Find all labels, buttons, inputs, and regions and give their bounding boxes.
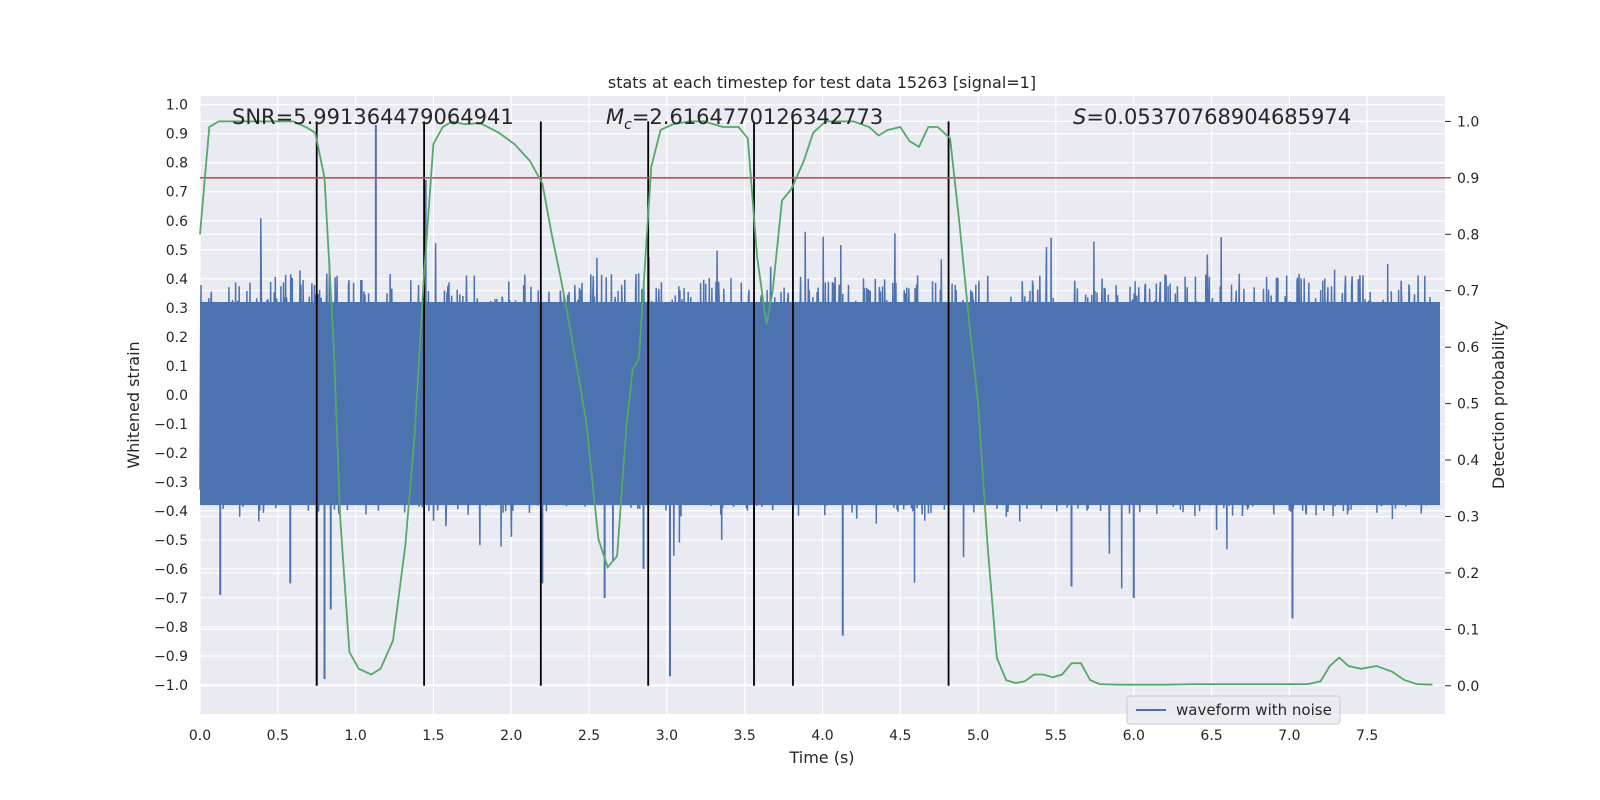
y2-tick-label-8: 0.8 (1457, 227, 1479, 243)
x-tick-label-3: 1.5 (422, 728, 444, 744)
y2-tick-label-5: 0.5 (1457, 397, 1479, 413)
y-tick-label-5: −0.5 (154, 533, 188, 549)
y-tick-label-7: −0.3 (154, 475, 188, 491)
y-tick-label-9: −0.1 (154, 417, 188, 433)
y2-axis-label: Detection probability (1489, 321, 1508, 489)
x-tick-label-0: 0.0 (189, 728, 211, 744)
s-annotation: S=0.05370768904685974 (1073, 105, 1351, 129)
x-tick-label-2: 1.0 (344, 728, 366, 744)
y-tick-label-13: 0.3 (166, 301, 188, 317)
y2-tick-label-9: 0.9 (1457, 171, 1479, 187)
waveform-series (199, 125, 1440, 685)
y-tick-label-10: 0.0 (166, 388, 188, 404)
legend-label: waveform with noise (1176, 701, 1332, 719)
y2-tick-label-4: 0.4 (1457, 453, 1479, 469)
y-tick-label-14: 0.4 (166, 272, 188, 288)
x-axis-label: Time (s) (788, 748, 854, 767)
y-tick-label-18: 0.8 (166, 156, 188, 172)
y-tick-label-1: −0.9 (154, 649, 188, 665)
y-tick-label-19: 0.9 (166, 127, 188, 143)
y-tick-label-3: −0.7 (154, 591, 188, 607)
s-value: =0.05370768904685974 (1086, 105, 1351, 129)
probability-series (199, 120, 1433, 686)
x-tick-labels: 0.0 0.5 1.0 1.5 2.0 2.5 3.0 3.5 4.0 4.5 5.0 5.5 6.0 6… (189, 728, 1378, 744)
y-tick-label-16: 0.6 (166, 214, 188, 230)
y2-tick-label-2: 0.2 (1457, 566, 1479, 582)
y-tick-label-0: −1.0 (154, 678, 188, 694)
y-tick-label-8: −0.2 (154, 446, 188, 462)
y-tick-label-6: −0.4 (154, 504, 188, 520)
chirp-mass-value: =2.6164770126342773 (632, 105, 883, 129)
y2-tick-label-0: 0.0 (1457, 679, 1479, 695)
legend-box (1126, 695, 1341, 725)
x-tick-label-14: 7.0 (1278, 728, 1300, 744)
y2-tick-label-6: 0.6 (1457, 340, 1479, 356)
x-tick-label-11: 5.5 (1045, 728, 1067, 744)
chirp-mass-symbol: M (606, 105, 624, 129)
x-tick-label-5: 2.5 (578, 728, 600, 744)
chirp-mass-annotation: Mc=2.6164770126342773 (606, 105, 883, 133)
x-tick-label-13: 6.5 (1200, 728, 1222, 744)
legend: waveform with noise (1126, 695, 1341, 725)
x-tick-label-8: 4.0 (811, 728, 833, 744)
y2-tick-label-7: 0.7 (1457, 284, 1479, 300)
y-axis-label: Whitened strain (124, 341, 143, 468)
y2-tick-label-1: 0.1 (1457, 622, 1479, 638)
x-tick-label-12: 6.0 (1123, 728, 1145, 744)
probability-line (199, 120, 1433, 686)
y-tick-label-20: 1.0 (166, 98, 188, 114)
y-tick-label-2: −0.8 (154, 620, 188, 636)
chart-title: stats at each timestep for test data 152… (608, 73, 1036, 92)
waveform-core (200, 302, 1440, 506)
y2-tick-label-10: 1.0 (1457, 114, 1479, 130)
vertical-markers (315, 121, 950, 686)
x-tick-label-6: 3.0 (656, 728, 678, 744)
y-tick-label-15: 0.5 (166, 243, 188, 259)
y2-tick-label-3: 0.3 (1457, 509, 1479, 525)
y-tick-label-4: −0.6 (154, 562, 188, 578)
y-tick-label-17: 0.7 (166, 185, 188, 201)
snr-annotation: SNR=5.991364479064941 (232, 105, 514, 129)
y-tick-labels: −1.0 −0.9 −0.8 −0.7 −0.6 −0.5 −0.4 −0.3 −0.2 −0.1… (154, 98, 188, 694)
y-tick-label-12: 0.2 (166, 330, 188, 346)
chirp-mass-subscript: c (624, 117, 632, 133)
x-tick-label-7: 3.5 (734, 728, 756, 744)
y-tick-label-11: 0.1 (166, 359, 188, 375)
x-tick-label-15: 7.5 (1356, 728, 1378, 744)
s-symbol: S (1073, 105, 1086, 129)
x-tick-label-10: 5.0 (967, 728, 989, 744)
y2-tick-labels: 0.0 0.1 0.2 0.3 0.4 0.5 0.6 0.7 0.8 0.9 1.0 (1445, 114, 1479, 695)
x-tick-label-9: 4.5 (889, 728, 911, 744)
x-tick-label-1: 0.5 (267, 728, 289, 744)
x-tick-label-4: 2.0 (500, 728, 522, 744)
